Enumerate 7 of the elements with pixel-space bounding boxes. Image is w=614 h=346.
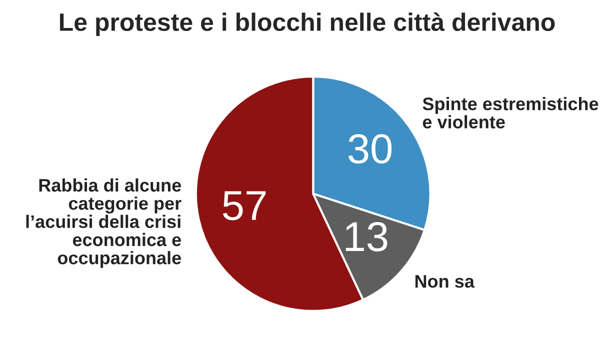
slice-label: Non sa (415, 275, 475, 288)
slice-label: Spinte estremistiche e violente (422, 97, 598, 128)
chart-title: Le proteste e i blocchi nelle città derivano (60, 12, 555, 36)
data-label: 30 (348, 134, 392, 164)
slice-label: Rabbia di alcune categorie per l’acuirsi della crisi economica e occupazionale (26, 178, 182, 268)
data-label: 13 (346, 222, 388, 252)
data-label: 57 (223, 191, 266, 220)
